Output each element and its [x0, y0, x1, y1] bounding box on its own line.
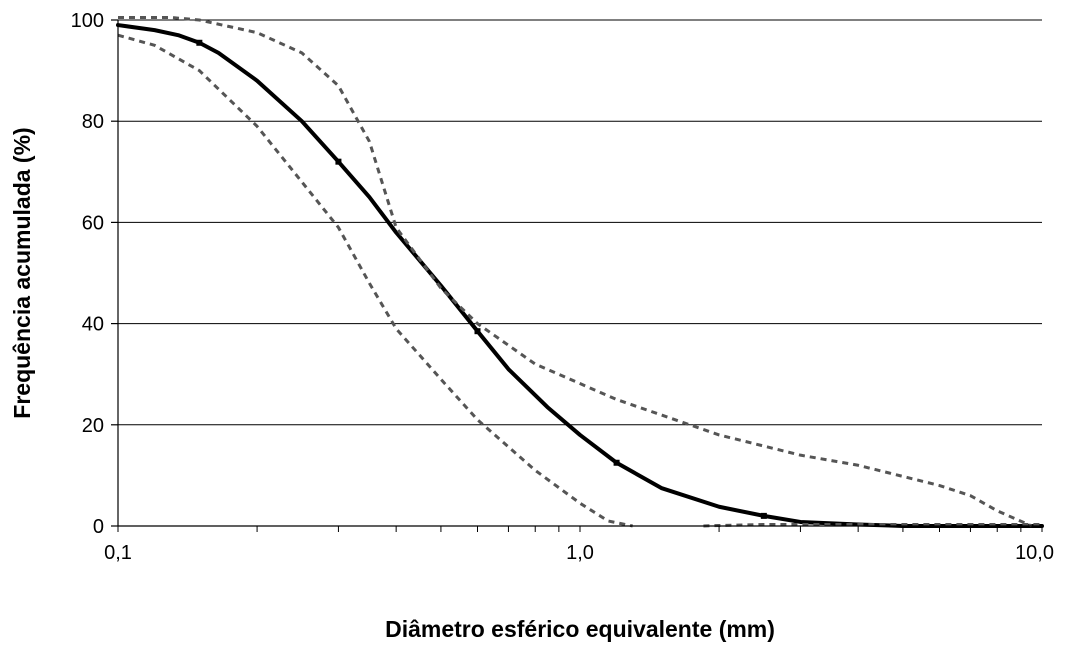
y-tick-label: 100 [71, 10, 104, 32]
mean-curve-solid [116, 23, 1044, 528]
y-tick-label: 60 [82, 212, 104, 234]
x-tick-label: 1,0 [566, 542, 594, 564]
envelope-curve-dashed [118, 15, 1033, 528]
x-axis-title: Diâmetro esférico equivalente (mm) [385, 616, 775, 642]
data-point-marker [474, 328, 481, 335]
y-gridlines [118, 19, 1042, 426]
data-point-marker [760, 512, 767, 519]
y-axis-title: Frequência acumulada (%) [9, 127, 35, 418]
envelope-curve-dashed [703, 522, 1042, 528]
axes [117, 20, 1042, 527]
data-point-marker [613, 459, 620, 466]
data-point-marker [335, 158, 342, 165]
x-tick-label: 10,0 [1015, 542, 1054, 564]
data-point-marker [196, 39, 203, 46]
y-tick-label: 40 [82, 314, 104, 336]
axis-ticks: 0 20 40 60 80 100 0,1 1,0 10,0 [71, 10, 1054, 564]
y-tick-label: 0 [93, 516, 104, 538]
data-series [116, 15, 1044, 528]
y-tick-label: 20 [82, 415, 104, 437]
x-tick-label: 0,1 [104, 542, 132, 564]
y-tick-label: 80 [82, 111, 104, 133]
envelope-curve-dashed [117, 33, 633, 528]
